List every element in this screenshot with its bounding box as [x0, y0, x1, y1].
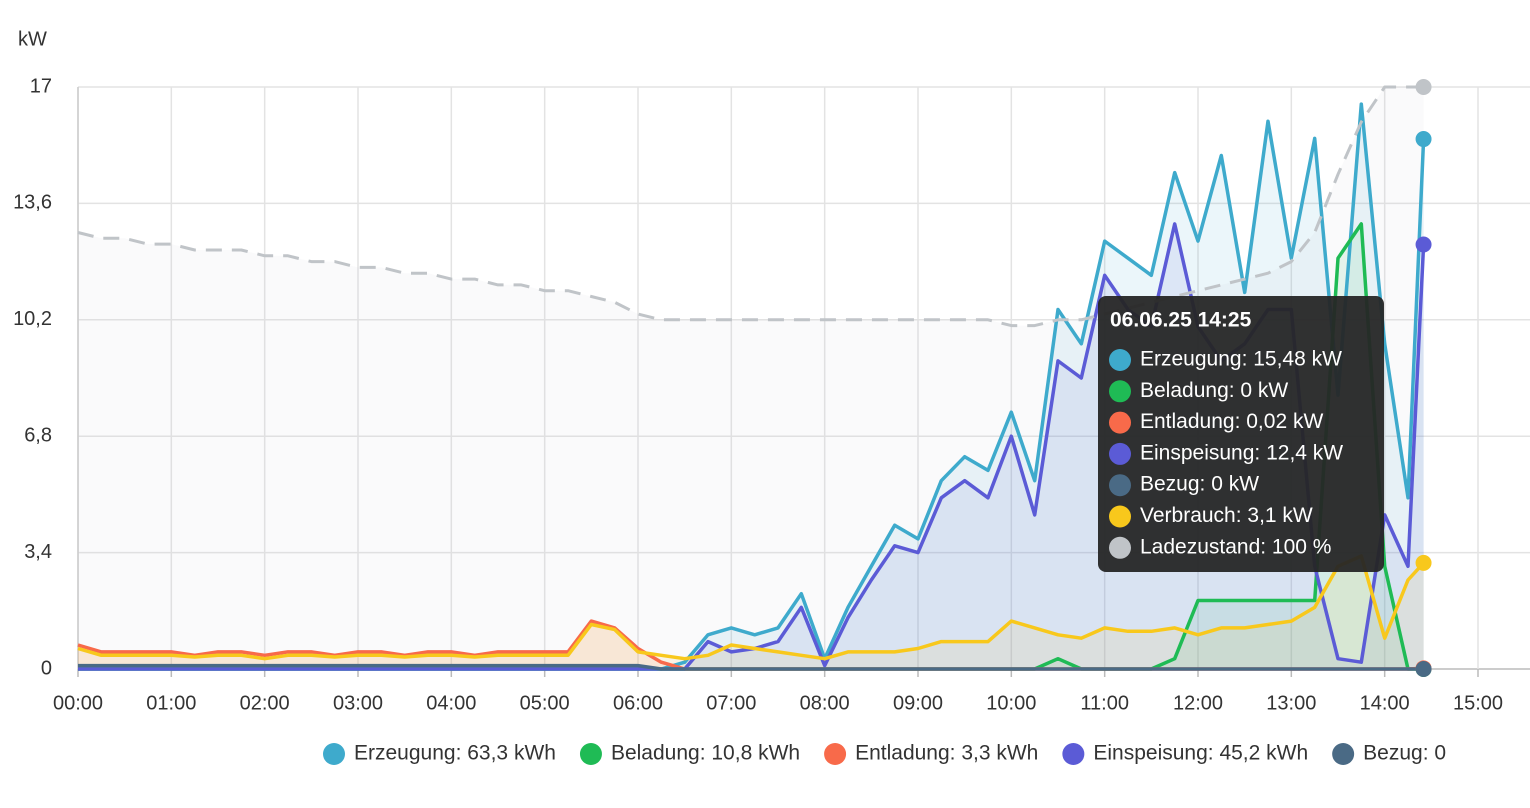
x-tick-label: 12:00 — [1173, 692, 1223, 714]
y-tick-label: 10,2 — [13, 308, 52, 330]
tooltip-title: 06.06.25 14:25 — [1110, 309, 1252, 332]
tooltip-swatch — [1109, 380, 1131, 403]
x-tick-label: 10:00 — [986, 692, 1036, 714]
y-axis-label: kW — [18, 28, 47, 50]
x-tick-label: 08:00 — [800, 692, 850, 714]
x-tick-label: 02:00 — [240, 692, 290, 714]
series-area — [78, 556, 1424, 669]
series-line — [77, 554, 1425, 661]
series-end-dot — [1415, 236, 1432, 253]
tooltip-swatch — [1109, 442, 1131, 465]
tooltip-swatch — [1109, 536, 1131, 559]
tooltip-swatch — [1109, 505, 1131, 528]
x-tick-label: 00:00 — [53, 692, 103, 714]
legend-swatch[interactable] — [1332, 743, 1355, 765]
series-area — [78, 223, 1424, 669]
x-tick-label: 14:00 — [1360, 692, 1410, 714]
tooltip: 06.06.25 14:25 Erzeugung: 15,48 kW Beladun… — [1098, 296, 1384, 572]
series-area — [78, 104, 1424, 670]
x-tick-label: 13:00 — [1266, 692, 1316, 714]
y-tick-label: 17 — [30, 75, 52, 97]
tooltip-item: Verbrauch: 3,1 kW — [1140, 504, 1313, 527]
legend-label[interactable]: Bezug: 0 — [1363, 742, 1446, 765]
x-tick-label: 07:00 — [706, 692, 756, 714]
tooltip-item: Entladung: 0,02 kW — [1140, 410, 1323, 433]
tooltip-box — [1098, 296, 1384, 572]
tooltip-swatch — [1109, 411, 1131, 434]
series-end-dot — [1415, 661, 1432, 677]
tooltip-swatch — [1109, 474, 1131, 497]
y-tick-label: 0 — [41, 657, 52, 679]
series-end-dot — [1415, 79, 1432, 95]
legend-label[interactable]: Entladung: 3,3 kWh — [855, 742, 1038, 765]
x-tick-label: 11:00 — [1080, 692, 1129, 714]
tooltip-item: Einspeisung: 12,4 kW — [1140, 441, 1343, 464]
y-tick-label: 13,6 — [13, 192, 52, 214]
x-tick-label: 09:00 — [893, 692, 943, 714]
legend-label[interactable]: Beladung: 10,8 kWh — [611, 742, 800, 765]
legend-label[interactable]: Erzeugung: 63,3 kWh — [354, 742, 556, 765]
y-tick-label: 6,8 — [24, 424, 52, 446]
series-line — [77, 85, 1424, 328]
tooltip-item: Erzeugung: 15,48 kW — [1140, 348, 1342, 371]
series-end-dot — [1415, 131, 1432, 148]
legend-label[interactable]: Einspeisung: 45,2 kWh — [1093, 742, 1308, 765]
x-tick-label: 05:00 — [520, 692, 570, 714]
legend-swatch[interactable] — [1062, 743, 1085, 765]
series-area — [78, 87, 1424, 669]
x-tick-label: 01:00 — [146, 692, 196, 714]
series-area — [78, 223, 1424, 669]
tooltip-item: Ladezustand: 100 % — [1140, 535, 1331, 558]
x-tick-label: 03:00 — [333, 692, 383, 714]
tooltip-item: Beladung: 0 kW — [1140, 379, 1288, 402]
series-line — [78, 663, 1424, 671]
x-tick-label: 06:00 — [613, 692, 663, 714]
x-tick-label: 15:00 — [1453, 692, 1503, 714]
legend-swatch[interactable] — [824, 743, 847, 765]
legend-swatch[interactable] — [323, 743, 345, 765]
tooltip-swatch — [1109, 349, 1131, 371]
y-tick-label: 3,4 — [24, 541, 52, 563]
x-tick-label: 04:00 — [426, 692, 476, 714]
tooltip-item: Bezug: 0 kW — [1140, 473, 1259, 496]
series-end-dot — [1415, 554, 1432, 571]
legend-swatch[interactable] — [579, 743, 602, 765]
